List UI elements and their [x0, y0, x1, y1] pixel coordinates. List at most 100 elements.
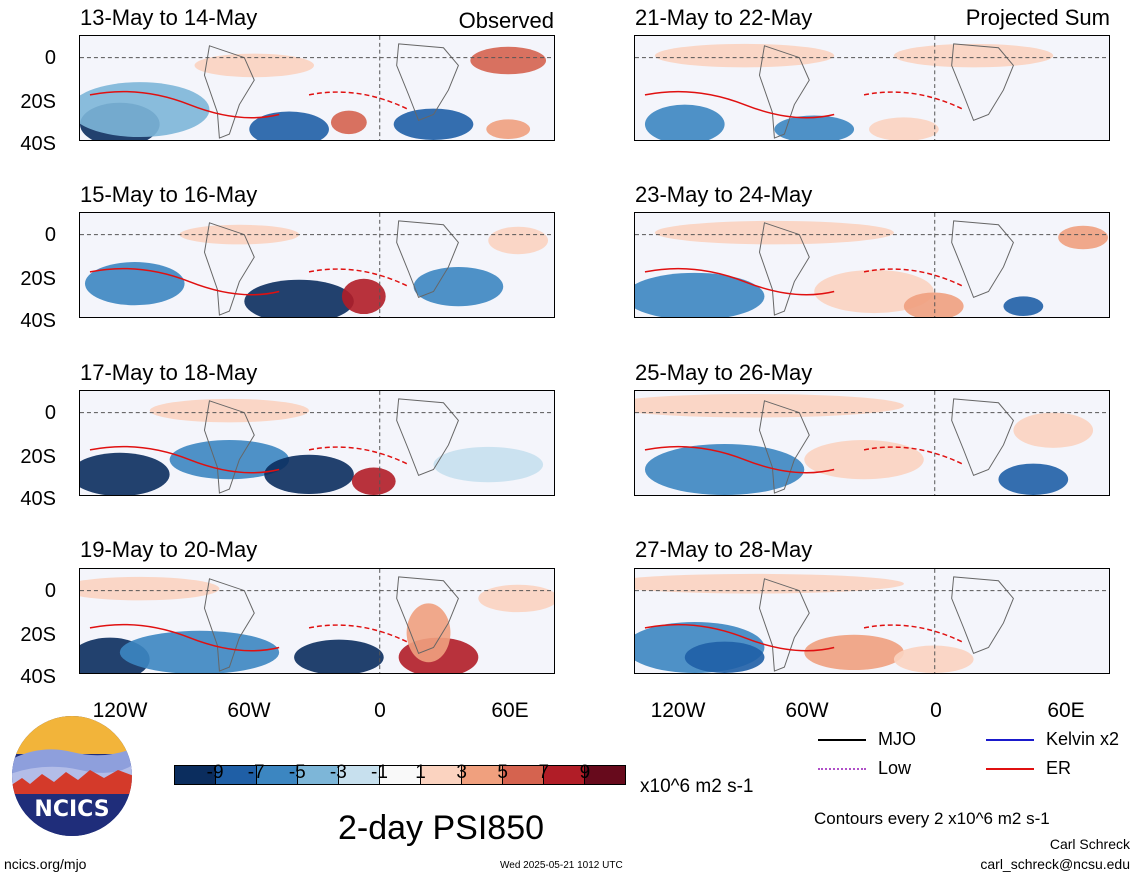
anomaly-blob	[244, 279, 354, 317]
map-panel-right-2	[634, 212, 1110, 318]
africa-outline	[396, 576, 459, 655]
anomaly-blob	[869, 117, 939, 140]
er-contour	[644, 623, 835, 652]
legend-er-line	[986, 768, 1034, 770]
colorbar-label: -7	[247, 762, 265, 783]
africa-outline	[951, 398, 1014, 477]
map-panel-right-4	[634, 568, 1110, 674]
panel-left-1-corner: Observed	[458, 8, 554, 33]
anomaly-blob	[330, 110, 367, 135]
anomaly-blob	[80, 82, 210, 138]
anomaly-blob	[635, 573, 904, 594]
colorbar-swatch	[584, 766, 625, 784]
anomaly-blob	[470, 46, 547, 75]
panel-right-2-title: 23-May to 24-May	[635, 182, 813, 207]
author-name: Carl Schreck	[1049, 836, 1130, 852]
x-label-120w-right: 120W	[650, 699, 706, 722]
south-america-outline	[203, 578, 255, 672]
anomaly-blob	[433, 446, 544, 483]
map-field	[80, 391, 554, 495]
colorbar-swatch	[215, 766, 256, 784]
map-panel-left-2	[79, 212, 555, 318]
map-field	[635, 36, 1109, 140]
panel-left-1-title: 13-May to 14-May	[80, 5, 258, 30]
colorbar-label: 3	[456, 762, 467, 783]
legend-kelvin-label: Kelvin x2	[1046, 729, 1120, 749]
map-field	[635, 391, 1109, 495]
map-field	[635, 569, 1109, 673]
anomaly-blob	[893, 43, 1054, 68]
anomaly-blob	[814, 269, 934, 314]
anomaly-blob	[169, 440, 290, 480]
anomaly-blob	[80, 452, 170, 495]
panel-right-1-corner: Projected Sum	[965, 5, 1110, 30]
panel-right-1-title: 21-May to 22-May	[635, 5, 813, 30]
anomaly-blob	[998, 463, 1069, 495]
colorbar-label: -9	[206, 762, 224, 783]
x-label-60w-left: 60W	[227, 699, 271, 722]
author-email: carl_schreck@ncsu.edu	[980, 856, 1130, 872]
africa-outline	[396, 398, 459, 477]
africa-outline	[951, 220, 1014, 299]
er-contour	[644, 90, 835, 119]
er-contour	[863, 624, 964, 644]
colorbar-swatch	[338, 766, 379, 784]
anomaly-blob	[264, 454, 354, 495]
er-contour	[308, 624, 409, 644]
anomaly-blob	[486, 119, 531, 140]
anomaly-blob	[478, 584, 554, 613]
south-america-outline	[203, 45, 255, 139]
panel-right-3-title: 25-May to 26-May	[635, 360, 813, 385]
y-label-20s-p3: 20S	[20, 446, 56, 468]
main-title: 2-day PSI850	[338, 809, 545, 847]
anomaly-blob	[406, 603, 451, 663]
er-contour	[89, 90, 280, 119]
anomaly-blob	[654, 220, 894, 245]
south-america-outline	[758, 222, 810, 316]
panel-left-2-title: 15-May to 16-May	[80, 182, 258, 207]
legend-mjo-label: MJO	[878, 729, 916, 749]
map-field	[80, 213, 554, 317]
x-label-60e-right: 60E	[1047, 699, 1085, 722]
timestamp: Wed 2025-05-21 1012 UTC	[500, 860, 623, 871]
colorbar	[174, 765, 626, 785]
anomaly-blob	[351, 467, 396, 495]
anomaly-blob	[488, 226, 549, 255]
south-america-outline	[758, 45, 810, 139]
colorbar-label: -5	[288, 762, 306, 783]
colorbar-label: 5	[497, 762, 508, 783]
anomaly-blob	[413, 266, 504, 307]
colorbar-label: -1	[371, 762, 388, 783]
anomaly-blob	[804, 440, 924, 480]
legend-low-line	[818, 768, 866, 770]
colorbar-swatch	[502, 766, 543, 784]
er-contour	[863, 268, 964, 288]
y-label-0-p4: 0	[44, 580, 56, 602]
y-label-40s-p2: 40S	[20, 310, 56, 332]
y-label-40s-p1: 40S	[20, 133, 56, 155]
panel-left-4-title: 19-May to 20-May	[80, 537, 258, 562]
anomaly-blob	[179, 224, 300, 245]
er-contour	[89, 623, 280, 652]
anomaly-blob	[80, 576, 220, 601]
y-label-0-p1: 0	[44, 47, 56, 69]
map-field	[80, 569, 554, 673]
colorbar-swatch	[256, 766, 297, 784]
south-america-outline	[203, 400, 255, 494]
y-label-20s-p1: 20S	[20, 91, 56, 113]
site-link[interactable]: ncics.org/mjo	[4, 856, 87, 872]
legend-er-label: ER	[1046, 758, 1072, 778]
south-america-outline	[758, 578, 810, 672]
logo-text: NCICS	[34, 797, 109, 822]
anomaly-blob	[804, 634, 904, 671]
anomaly-blob	[294, 639, 384, 673]
y-label-0-p2: 0	[44, 224, 56, 246]
anomaly-blob	[1013, 412, 1094, 448]
colorbar-swatch	[461, 766, 502, 784]
anomaly-blob	[119, 630, 280, 673]
colorbar-swatch	[297, 766, 338, 784]
x-label-0-right: 0	[930, 699, 942, 722]
er-contour	[863, 91, 964, 111]
anomaly-blob	[684, 641, 765, 673]
x-label-120w-left: 120W	[92, 699, 148, 722]
